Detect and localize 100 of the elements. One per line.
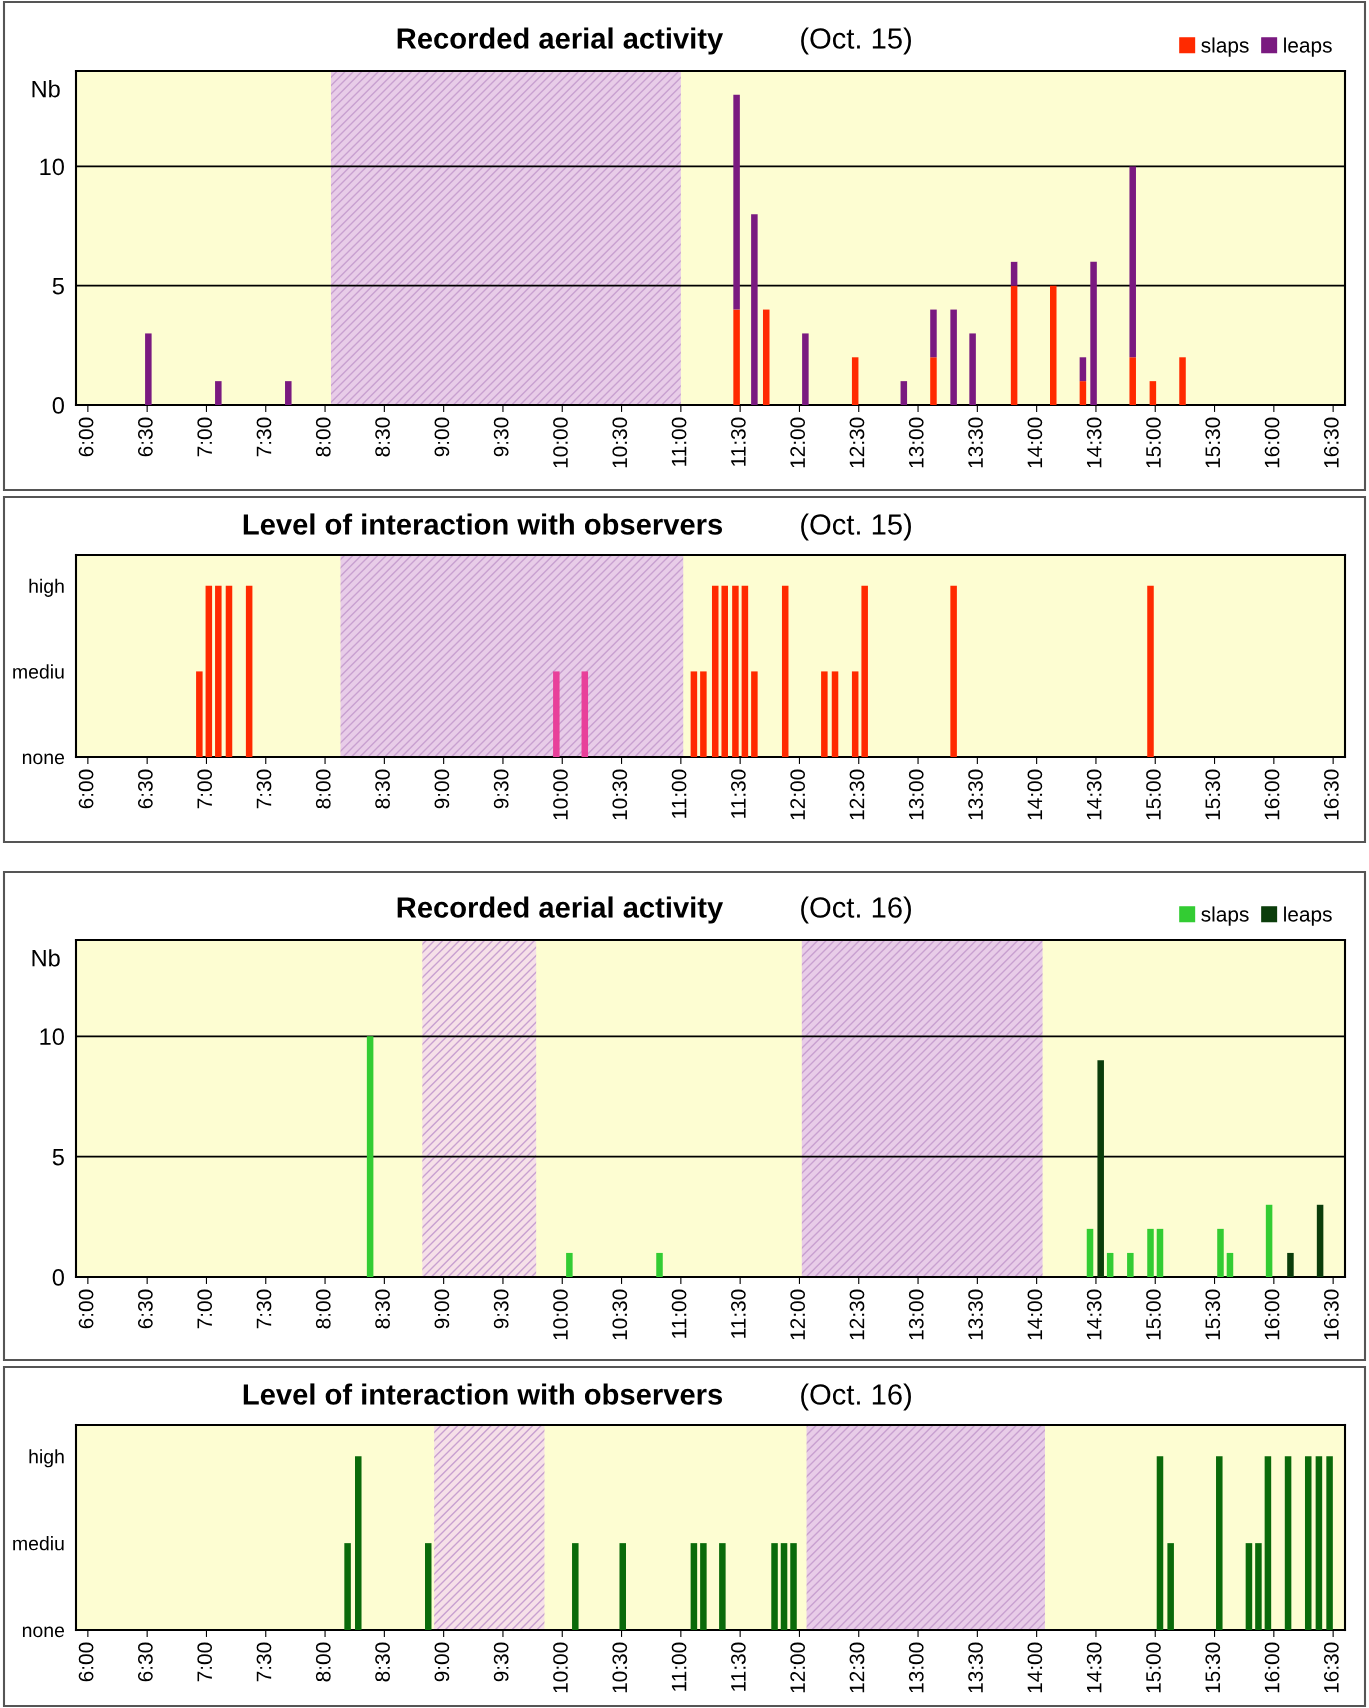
x-tick-label: 10:00 [553, 1642, 568, 1693]
x-tick-label: 7:30 [256, 1642, 272, 1682]
category-label: mediu [13, 1536, 64, 1551]
x-tick-label: 16:00 [1264, 769, 1280, 820]
x-tick-label: 16:00 [1264, 1289, 1280, 1340]
x-tick-label: 10:30 [612, 769, 628, 820]
x-tick-label: 7:00 [197, 417, 213, 457]
x-tick-label: 12:00 [790, 769, 806, 820]
y-tick-label: 5 [52, 1148, 64, 1166]
chart-subtitle: (Oct. 15) [801, 513, 911, 541]
bar [285, 381, 292, 405]
x-tick-label: 6:30 [138, 1289, 153, 1329]
bar [1287, 1252, 1294, 1277]
x-tick-label: 7:30 [256, 417, 272, 457]
bar [969, 333, 976, 405]
bar [930, 357, 937, 405]
x-tick-label: 10:00 [553, 417, 568, 468]
bar [1079, 357, 1087, 382]
bar [1217, 1228, 1224, 1277]
x-tick-label: 16:00 [1264, 417, 1280, 468]
bar [215, 381, 222, 405]
x-tick-label: 14:30 [1086, 1642, 1102, 1693]
x-tick-label: 6:30 [138, 769, 153, 809]
bar [1010, 285, 1018, 405]
x-tick-label: 12:30 [849, 417, 865, 468]
category-label: mediu [13, 664, 64, 679]
x-tick-label: 11:00 [671, 1289, 687, 1338]
bar [1226, 1252, 1234, 1277]
y-tick-label: 5 [52, 278, 64, 295]
x-tick-label: 6:00 [78, 417, 94, 457]
bar [1149, 381, 1157, 405]
y-axis-title: Nb [32, 949, 60, 967]
x-tick-label: 11:30 [730, 769, 746, 818]
bar [751, 214, 758, 405]
x-tick-label: 15:30 [1205, 1642, 1221, 1693]
x-tick-label: 12:00 [790, 1642, 806, 1693]
bar [1049, 285, 1057, 405]
bar [1079, 381, 1087, 405]
x-tick-label: 11:30 [730, 1642, 746, 1691]
x-tick-label: 11:30 [730, 1289, 746, 1338]
x-tick-label: 7:00 [197, 769, 213, 809]
bar [1090, 261, 1097, 405]
x-tick-label: 10:00 [553, 1289, 568, 1340]
category-label: high [29, 578, 64, 597]
x-tick-label: 14:30 [1086, 417, 1102, 468]
x-tick-label: 8:30 [375, 1642, 390, 1682]
chart-title: Level of interaction with observers [243, 1383, 723, 1405]
x-tick-label: 12:00 [790, 417, 806, 468]
bar [1316, 1204, 1324, 1277]
x-tick-label: 13:00 [908, 417, 924, 468]
x-tick-label: 6:30 [138, 417, 153, 457]
bar [733, 309, 740, 405]
category-label: high [29, 1449, 64, 1468]
chart-subtitle: (Oct. 16) [801, 896, 911, 924]
x-tick-label: 14:00 [1027, 417, 1043, 468]
x-tick-label: 9:30 [493, 417, 509, 457]
x-tick-label: 16:30 [1323, 417, 1339, 468]
x-tick-label: 12:30 [849, 769, 865, 820]
bar [851, 357, 859, 405]
bar [802, 333, 809, 405]
bar [1127, 1252, 1134, 1277]
x-tick-label: 15:00 [1146, 1289, 1161, 1340]
x-tick-label: 9:00 [434, 769, 450, 809]
legend-label: slaps [1201, 37, 1249, 57]
x-tick-label: 14:00 [1027, 1642, 1043, 1693]
x-tick-label: 10:30 [612, 1289, 628, 1340]
bar [656, 1252, 663, 1277]
x-tick-label: 12:30 [849, 1289, 865, 1340]
x-tick-label: 13:30 [968, 417, 983, 468]
x-tick-label: 11:00 [671, 769, 687, 818]
x-tick-label: 15:30 [1205, 1289, 1221, 1340]
x-tick-label: 14:30 [1086, 1289, 1102, 1340]
x-tick-label: 11:00 [671, 417, 687, 466]
x-tick-label: 16:30 [1323, 1642, 1339, 1693]
x-tick-label: 15:30 [1205, 417, 1221, 468]
x-tick-label: 8:30 [375, 1289, 390, 1329]
x-tick-label: 14:30 [1086, 769, 1102, 820]
x-tick-label: 13:00 [908, 1642, 924, 1693]
y-tick-label: 0 [52, 397, 64, 414]
bar [1097, 1060, 1104, 1277]
x-tick-label: 6:30 [138, 1642, 153, 1682]
bar [145, 333, 152, 405]
x-tick-label: 12:00 [790, 1289, 806, 1340]
x-tick-label: 9:00 [434, 417, 450, 457]
bar [566, 1252, 573, 1277]
bar [1106, 1252, 1114, 1277]
x-tick-label: 7:00 [197, 1642, 213, 1682]
bar [762, 309, 770, 405]
x-tick-label: 8:30 [375, 417, 390, 457]
y-tick-label: 0 [52, 1269, 64, 1286]
x-tick-label: 15:30 [1205, 769, 1221, 820]
x-tick-label: 13:00 [908, 1289, 924, 1340]
x-tick-label: 9:30 [493, 769, 509, 809]
x-tick-label: 7:30 [256, 769, 272, 809]
chart-title: Recorded aerial activity [397, 27, 724, 55]
x-tick-label: 13:30 [968, 769, 983, 820]
category-label: none [22, 753, 65, 765]
x-tick-label: 10:30 [612, 417, 628, 468]
x-tick-label: 8:00 [315, 769, 331, 809]
x-tick-label: 10:00 [553, 769, 568, 820]
